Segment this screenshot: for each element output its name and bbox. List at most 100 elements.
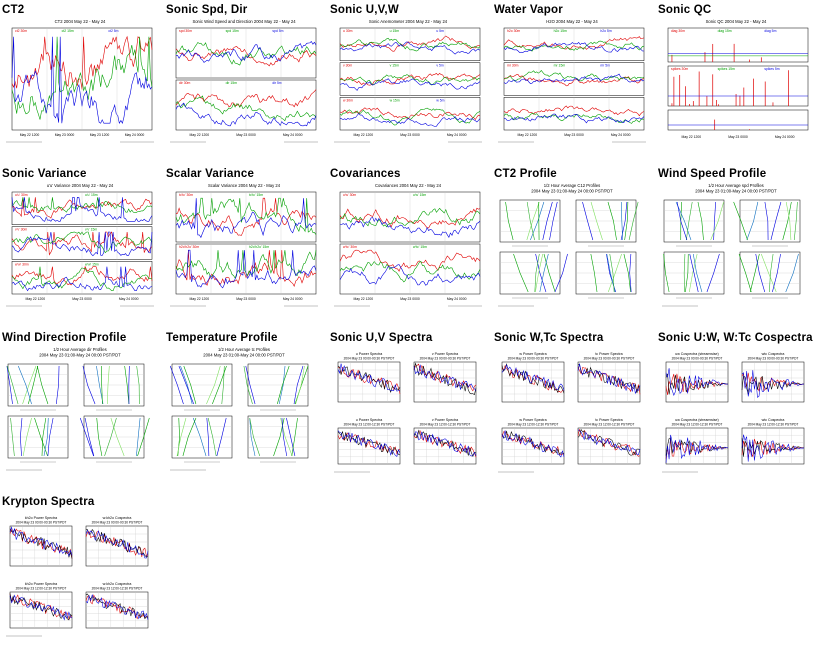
plot-heading: 1/2 Hour Average tc Profiles bbox=[218, 347, 270, 352]
profile-line bbox=[628, 201, 639, 241]
thumb-title-ct2[interactable]: CT2 bbox=[2, 4, 25, 16]
thumb-plot-svg: Sonic Wind Speed and Direction 2004 May … bbox=[166, 18, 322, 148]
thumb-title-ct2-profile[interactable]: CT2 Profile bbox=[494, 168, 557, 180]
profile-line bbox=[6, 365, 13, 405]
legend-label: v'v' 15m bbox=[85, 228, 97, 232]
thumb-image-sonic-qc[interactable]: Sonic QC 2004 May 22 - May 24 diag 30m dia… bbox=[658, 18, 814, 148]
spectrum-line bbox=[577, 363, 641, 395]
thumb-cell-sonic-uw-wtc-cospectra: Sonic U:W, W:Tc Cospectra uw Cospectra (… bbox=[656, 332, 816, 492]
legend-label: spikes 5m bbox=[764, 67, 779, 71]
plot-heading: Sonic QC 2004 May 22 - May 24 bbox=[706, 19, 767, 24]
thumb-title-wind-speed-profile[interactable]: Wind Speed Profile bbox=[658, 168, 767, 180]
spectra-subheading: 2004 May 23 12:00-12:30 PST/PDT bbox=[508, 423, 559, 427]
profile-line bbox=[10, 417, 15, 457]
profile-line bbox=[280, 417, 293, 457]
time-axis-label: May 24 0000 bbox=[611, 133, 631, 137]
legend-label: ct2 5m bbox=[108, 29, 118, 33]
panel-frame bbox=[667, 27, 809, 63]
thumb-image-wind-speed-profile[interactable]: 1/2 Hour Average spd Profiles 2004 May 23… bbox=[658, 182, 814, 312]
time-axis-label: May 24 0000 bbox=[447, 133, 467, 137]
spectrum-line bbox=[741, 434, 805, 462]
profile-line bbox=[22, 417, 32, 457]
thumb-image-sonic-spd-dir[interactable]: Sonic Wind Speed and Direction 2004 May … bbox=[166, 18, 322, 148]
thumb-plot-svg: Sonic Anemometer 2004 May 22 - May 24 u 3… bbox=[330, 18, 486, 148]
thumb-image-scalar-variance[interactable]: Scalar Variance 2004 May 22 - May 24 tc't… bbox=[166, 182, 322, 312]
legend-label: w'tc' 30m bbox=[343, 245, 357, 249]
profile-line bbox=[582, 201, 594, 241]
thumb-title-sonic-spd-dir[interactable]: Sonic Spd, Dir bbox=[166, 4, 248, 16]
thumb-image-ct2[interactable]: CT2 2004 May 22 - May 24 ct2 30m ct2 15m ct… bbox=[2, 18, 158, 148]
thumb-title-wind-direction-profile[interactable]: Wind Direction Profile bbox=[2, 332, 127, 344]
legend-label: w'w' 15m bbox=[85, 262, 99, 266]
profile-line bbox=[43, 417, 49, 457]
spectra-subheading: 2004 May 23 12:00-12:30 PST/PDT bbox=[420, 423, 471, 427]
thumb-title-sonic-uw-wtc-cospectra[interactable]: Sonic U:W, W:Tc Cospectra bbox=[658, 332, 813, 344]
thumb-image-krypton-spectra[interactable]: kh2o Power Spectra 2004 May 23 00:00-00:3… bbox=[2, 510, 158, 640]
time-axis-label: May 24 0000 bbox=[119, 297, 139, 301]
legend-label: dir 15m bbox=[226, 81, 237, 85]
thumb-title-temperature-profile[interactable]: Temperature Profile bbox=[166, 332, 278, 344]
profile-line bbox=[124, 365, 130, 405]
time-axis-label: May 22 1200 bbox=[26, 297, 46, 301]
profile-line bbox=[47, 417, 54, 457]
profile-line bbox=[295, 365, 305, 405]
spectrum-line bbox=[337, 430, 401, 456]
spectrum-line bbox=[9, 526, 73, 557]
time-axis-label: May 23 0000 bbox=[236, 297, 256, 301]
thumb-title-sonic-uvw[interactable]: Sonic U,V,W bbox=[330, 4, 399, 16]
thumb-image-sonic-uv-spectra[interactable]: u Power Spectra 2004 May 23 00:00-00:30 P… bbox=[330, 346, 486, 476]
profile-line bbox=[713, 201, 716, 241]
time-axis-label: May 22 1200 bbox=[354, 297, 374, 301]
profile-line bbox=[96, 417, 103, 457]
profile-line bbox=[277, 365, 290, 405]
profile-line bbox=[554, 253, 568, 293]
profile-line bbox=[169, 365, 184, 405]
time-axis-label: May 24 0000 bbox=[447, 297, 467, 301]
thumb-title-sonic-wtc-spectra[interactable]: Sonic W,Tc Spectra bbox=[494, 332, 604, 344]
thumb-image-ct2-profile[interactable]: 1/2 Hour Average C12 Profiles 2004 May 23… bbox=[494, 182, 650, 312]
profile-line bbox=[180, 365, 193, 405]
thumb-title-sonic-variance[interactable]: Sonic Variance bbox=[2, 168, 87, 180]
spectrum-line bbox=[665, 368, 729, 396]
spectra-heading: u Power Spectra bbox=[356, 352, 383, 356]
legend-label: spd 15m bbox=[226, 29, 239, 33]
thumb-image-covariances[interactable]: Covariances 2004 May 22 - May 24 u'w' 30m… bbox=[330, 182, 486, 312]
spectrum-line bbox=[9, 593, 73, 620]
thumb-title-krypton-spectra[interactable]: Krypton Spectra bbox=[2, 496, 95, 508]
thumb-title-water-vapor[interactable]: Water Vapor bbox=[494, 4, 563, 16]
thumb-image-sonic-uw-wtc-cospectra[interactable]: uw Cospectra (streamwise) 2004 May 23 00:… bbox=[658, 346, 814, 476]
spectrum-line bbox=[577, 363, 641, 394]
legend-label: diag 15m bbox=[718, 29, 732, 33]
thumb-image-sonic-uvw[interactable]: Sonic Anemometer 2004 May 22 - May 24 u 3… bbox=[330, 18, 486, 148]
spectrum-line bbox=[665, 434, 729, 463]
plot-heading: Covariances 2004 May 22 - May 24 bbox=[375, 183, 442, 188]
thumb-title-covariances[interactable]: Covariances bbox=[330, 168, 401, 180]
thumb-image-wind-direction-profile[interactable]: 1/2 Hour Average dir Profiles 2004 May 23… bbox=[2, 346, 158, 476]
thumb-image-water-vapor[interactable]: H2O 2004 May 22 - May 24 h2o 30m h2o 15m h2… bbox=[494, 18, 650, 148]
time-axis-label: May 23 0000 bbox=[564, 133, 584, 137]
plot-heading: 2004 May 23 01:00-May 24 00:00 PST/PDT bbox=[39, 353, 121, 358]
legend-label: v 30m bbox=[343, 64, 352, 68]
spectrum-line bbox=[337, 430, 401, 457]
thumb-title-scalar-variance[interactable]: Scalar Variance bbox=[166, 168, 255, 180]
profile-line bbox=[542, 201, 553, 241]
thumb-cell-covariances: Covariances Covariances 2004 May 22 - Ma… bbox=[328, 168, 488, 328]
spectrum-line bbox=[413, 431, 477, 457]
thumb-image-temperature-profile[interactable]: 1/2 Hour Average tc Profiles 2004 May 23 … bbox=[166, 346, 322, 476]
time-axis-label: May 23 0000 bbox=[72, 297, 92, 301]
legend-label: h2o'h2o' 15m bbox=[249, 245, 269, 249]
legend-label: u 15m bbox=[390, 29, 400, 33]
thumb-image-sonic-wtc-spectra[interactable]: w Power Spectra 2004 May 23 00:00-00:30 P… bbox=[494, 346, 650, 476]
profile-line bbox=[281, 417, 288, 457]
spectra-heading: w:kh2o Cospectra bbox=[103, 516, 132, 520]
spectra-subheading: 2004 May 23 12:00-12:30 PST/PDT bbox=[584, 423, 635, 427]
thumb-image-sonic-variance[interactable]: u'u' Variance 2004 May 22 - May 24 u'u' 3… bbox=[2, 182, 158, 312]
spectra-heading: uw Cospectra (streamwise) bbox=[675, 418, 719, 422]
thumb-title-sonic-uv-spectra[interactable]: Sonic U,V Spectra bbox=[330, 332, 433, 344]
profile-line bbox=[249, 417, 261, 457]
legend-label: dir 30m bbox=[179, 81, 190, 85]
thumb-title-sonic-qc[interactable]: Sonic QC bbox=[658, 4, 712, 16]
spectra-heading: u Power Spectra bbox=[356, 418, 383, 422]
profile-line bbox=[136, 417, 141, 457]
